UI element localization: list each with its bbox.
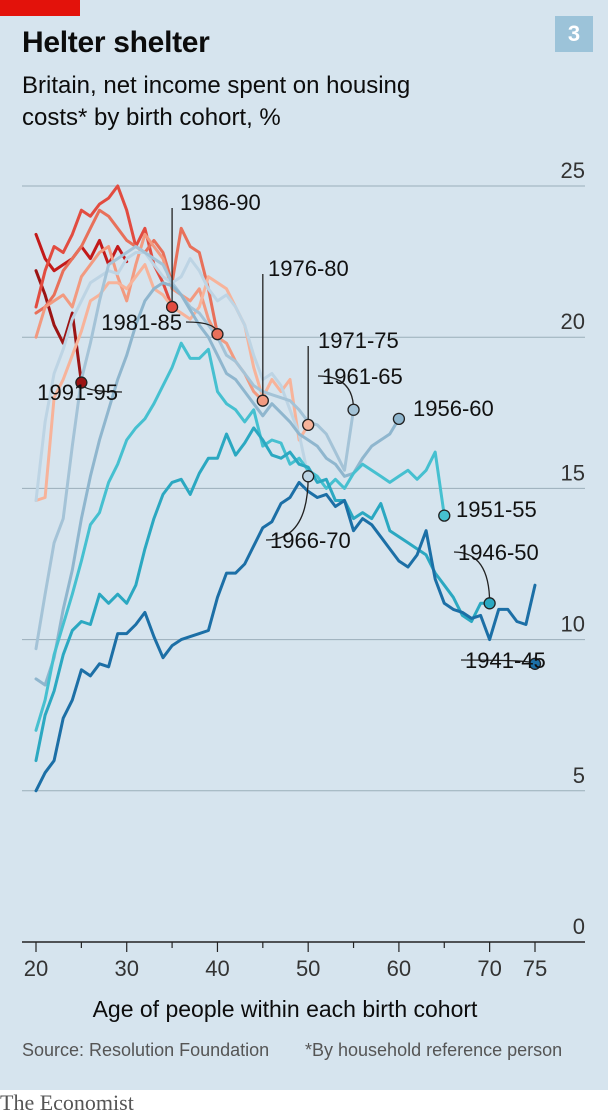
x-tick-label-20: 20 — [24, 956, 48, 981]
footnote: *By household reference person — [305, 1040, 563, 1060]
chart-number-badge: 3 — [555, 16, 593, 52]
series-line-1941-45 — [34, 480, 537, 793]
series-line-1951-55 — [34, 341, 446, 732]
end-marker-1976-80 — [256, 394, 269, 407]
chart-card: Helter shelter Britain, net income spent… — [0, 0, 608, 1090]
brand-wordmark: The Economist — [0, 1090, 134, 1115]
end-marker-1941-45 — [528, 657, 542, 670]
series-lines — [34, 184, 537, 793]
x-tick-label-50: 50 — [296, 956, 320, 981]
y-tick-label-5: 5 — [573, 763, 585, 788]
cohort-label-1941-45: 1941-45 — [465, 648, 546, 673]
end-marker-1966-70 — [302, 470, 315, 483]
series-line-1946-50 — [34, 426, 492, 763]
cohort-label-1966-70: 1966-70 — [270, 528, 351, 553]
end-marker-1956-60 — [392, 412, 406, 425]
end-marker-1991-95 — [75, 376, 88, 389]
y-tick-label-10: 10 — [561, 612, 585, 637]
end-marker-1951-55 — [438, 509, 451, 522]
cohort-label-1976-80: 1976-80 — [268, 256, 349, 281]
cohort-label-1981-85: 1981-85 — [101, 310, 182, 335]
cohort-label-1951-55: 1951-55 — [456, 497, 537, 522]
end-marker-1961-65 — [347, 403, 360, 416]
x-tick-label-40: 40 — [205, 956, 229, 981]
cohort-label-1991-95: 1991-95 — [37, 380, 118, 405]
series-line-1956-60 — [34, 281, 401, 687]
cohort-label-1986-90: 1986-90 — [180, 190, 261, 215]
end-marker-1981-85 — [211, 328, 224, 341]
x-axis: 20 30 40 50 60 70 75 — [24, 942, 547, 981]
source-note: Source: Resolution Foundation — [22, 1040, 270, 1060]
y-tick-label-0: 0 — [573, 914, 585, 939]
y-tick-label-20: 20 — [561, 309, 585, 334]
chart-title: Helter shelter — [22, 26, 210, 59]
leader-1946-50 — [453, 551, 491, 604]
series-line-1981-85 — [34, 208, 219, 336]
cohort-label-1971-75: 1971-75 — [318, 328, 399, 353]
end-marker-1946-50 — [483, 597, 496, 610]
x-tick-label-60: 60 — [387, 956, 411, 981]
cohort-labels: 1986-90 1981-85 1976-80 1991-95 1971-75 1961-… — [37, 190, 546, 673]
series-line-1976-80 — [34, 232, 265, 403]
x-axis-title: Age of people within each birth cohort — [92, 996, 478, 1022]
series-line-unlabelled-11 — [34, 269, 83, 385]
chart-subtitle: Britain, net income spent on housing cos… — [22, 72, 411, 131]
leader-1966-70 — [265, 476, 309, 541]
x-tick-label-30: 30 — [114, 956, 138, 981]
x-tick-label-70: 70 — [477, 956, 501, 981]
end-marker-1971-75 — [302, 418, 315, 432]
cohort-label-1946-50: 1946-50 — [458, 540, 539, 565]
y-tick-label-25: 25 — [561, 158, 585, 183]
cohort-label-1961-65: 1961-65 — [322, 364, 403, 389]
cohort-label-1956-60: 1956-60 — [413, 396, 494, 421]
y-tick-label-15: 15 — [561, 460, 585, 485]
x-tick-label-75: 75 — [523, 956, 547, 981]
end-markers — [75, 300, 542, 670]
economist-red-tag — [0, 0, 80, 16]
end-marker-1986-90 — [165, 300, 179, 314]
series-line-1961-65 — [34, 245, 355, 651]
